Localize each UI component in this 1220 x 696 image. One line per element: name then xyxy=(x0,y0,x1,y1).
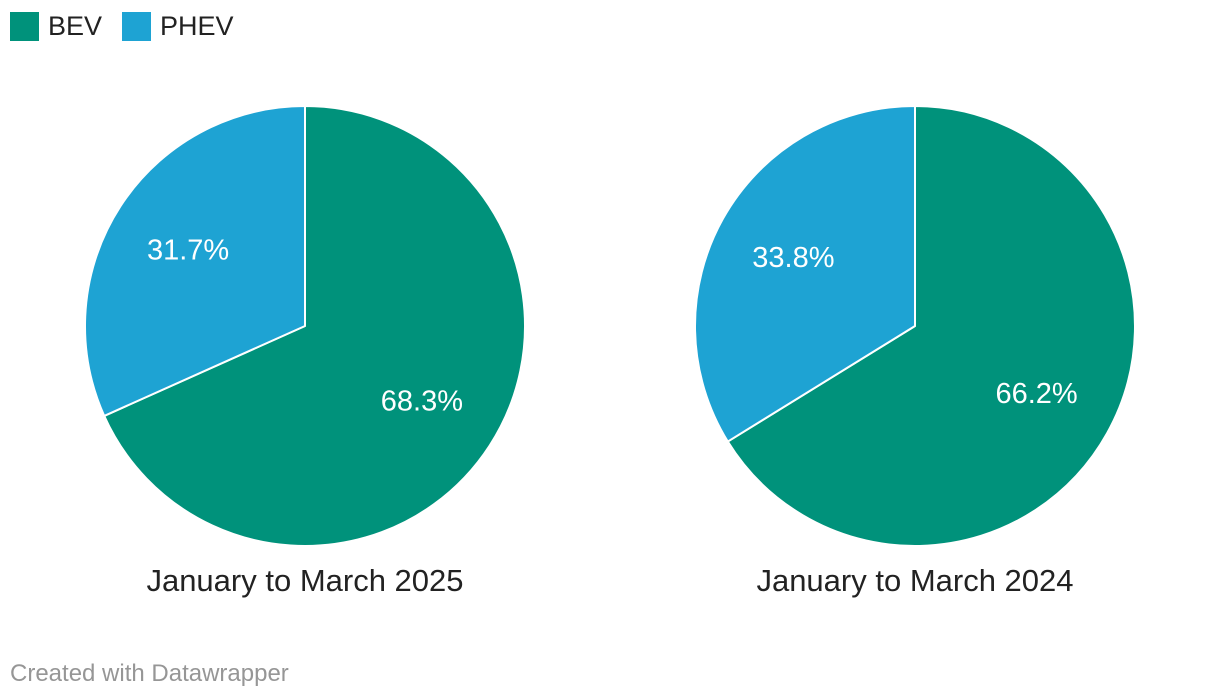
pie-slice-label-bev: 66.2% xyxy=(995,378,1077,410)
pie-slice-bev[interactable] xyxy=(103,105,526,547)
legend: BEV PHEV xyxy=(10,12,234,41)
pie-slice-phev[interactable] xyxy=(84,105,306,417)
pie-slice-bev[interactable] xyxy=(726,105,1136,547)
pie-title-2025: January to March 2025 xyxy=(146,563,464,598)
pie-slice-label-phev: 31.7% xyxy=(147,234,229,266)
pie-title-2024: January to March 2024 xyxy=(756,563,1074,598)
pie-chart-2024: 66.2% 33.8% xyxy=(694,105,1136,547)
pie-slice-label-phev: 33.8% xyxy=(752,242,834,274)
legend-item-bev: BEV xyxy=(10,12,102,41)
legend-swatch-bev-icon xyxy=(10,12,39,41)
pie-chart-2025: 68.3% 31.7% xyxy=(84,105,526,547)
legend-swatch-phev-icon xyxy=(122,12,152,41)
datawrapper-credit-link[interactable]: Created with Datawrapper xyxy=(10,660,289,687)
legend-label-phev: PHEV xyxy=(160,11,234,41)
legend-label-bev: BEV xyxy=(48,11,103,41)
legend-item-phev: PHEV xyxy=(122,12,234,41)
pie-slice-phev[interactable] xyxy=(694,105,916,443)
pie-slice-label-bev: 68.3% xyxy=(381,386,463,418)
